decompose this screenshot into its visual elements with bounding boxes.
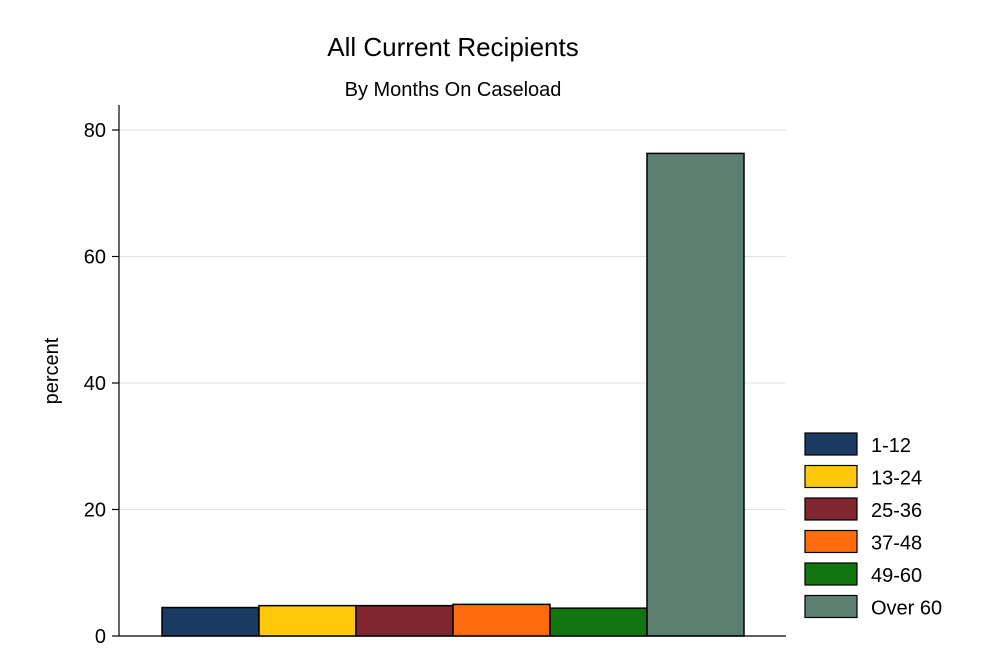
bar-over-60 (646, 152, 745, 637)
legend-label: 37-48 (871, 533, 922, 555)
legend-swatch (804, 497, 858, 521)
bar-25-36 (355, 604, 454, 637)
y-tick-label: 20 (84, 500, 106, 522)
legend-swatch (804, 562, 858, 586)
legend-label: 25-36 (871, 500, 922, 522)
chart-subtitle: By Months On Caseload (345, 79, 562, 101)
y-tick-label: 0 (95, 626, 106, 648)
legend-label: 49-60 (871, 565, 922, 587)
legend-label: Over 60 (871, 598, 942, 620)
legend: 1-12 13-24 25-36 37-48 49-60 Over 60 (804, 432, 942, 620)
y-tick-label: 40 (84, 373, 106, 395)
legend-swatch (804, 529, 858, 554)
legend-label: 1-12 (871, 435, 911, 457)
legend-swatch (804, 594, 858, 619)
y-axis-label: percent (41, 337, 63, 404)
bar-1-12 (161, 606, 260, 637)
bars (161, 152, 745, 637)
chart-title: All Current Recipients (327, 32, 578, 62)
legend-swatch (804, 432, 858, 456)
bar-13-24 (258, 604, 357, 637)
y-tick-label: 60 (84, 247, 106, 269)
y-axis-ticks: 0 20 40 60 80 (84, 120, 119, 648)
legend-label: 13-24 (871, 468, 922, 490)
y-tick-label: 80 (84, 120, 106, 142)
legend-swatch (804, 464, 858, 489)
bar-37-48 (452, 603, 551, 637)
bar-49-60 (549, 607, 648, 637)
